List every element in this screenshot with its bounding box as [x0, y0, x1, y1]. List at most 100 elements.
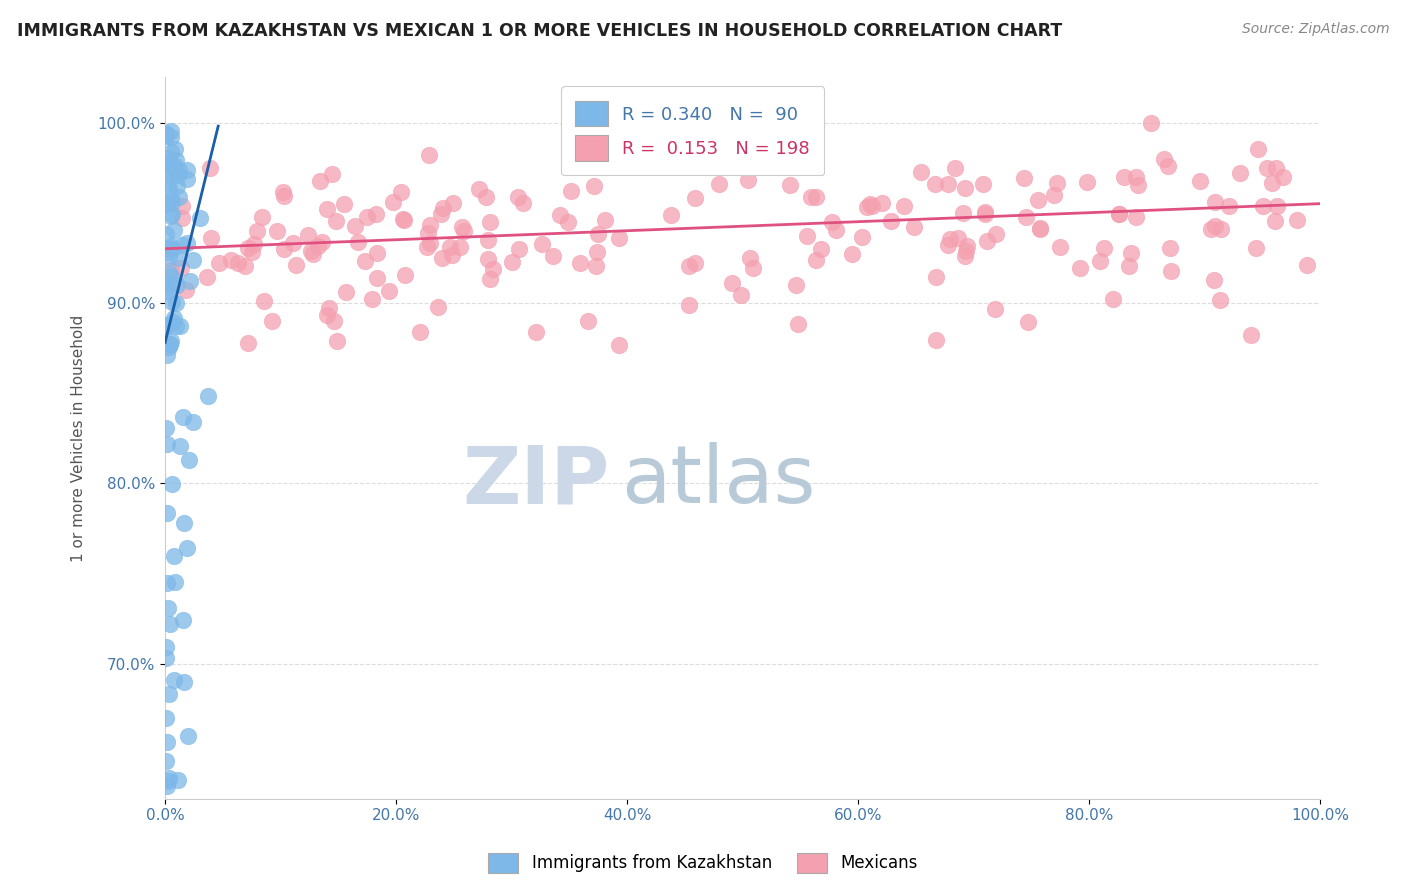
Point	[737, 173, 759, 187]
Point	[170, 260, 193, 275]
Point	[569, 255, 592, 269]
Point	[430, 207, 453, 221]
Point	[156, 318, 179, 332]
Point	[974, 207, 997, 221]
Point	[1069, 261, 1091, 276]
Point	[1204, 219, 1226, 234]
Point	[335, 285, 357, 299]
Point	[157, 250, 180, 264]
Point	[973, 204, 995, 219]
Point	[284, 258, 307, 272]
Point	[659, 208, 682, 222]
Point	[156, 773, 179, 788]
Point	[157, 285, 180, 299]
Point	[557, 215, 579, 229]
Point	[160, 207, 183, 221]
Point	[820, 215, 842, 229]
Point	[155, 640, 177, 654]
Point	[1017, 315, 1039, 329]
Point	[281, 235, 304, 250]
Point	[1189, 174, 1212, 188]
Point	[236, 335, 259, 350]
Point	[440, 248, 463, 262]
Point	[159, 241, 181, 255]
Point	[612, 121, 634, 136]
Text: atlas: atlas	[621, 442, 815, 520]
Point	[163, 160, 186, 174]
Point	[238, 241, 260, 255]
Point	[297, 228, 319, 243]
Text: IMMIGRANTS FROM KAZAKHSTAN VS MEXICAN 1 OR MORE VEHICLES IN HOUSEHOLD CORRELATIO: IMMIGRANTS FROM KAZAKHSTAN VS MEXICAN 1 …	[17, 22, 1062, 40]
Point	[246, 223, 269, 237]
Point	[165, 153, 187, 167]
Point	[176, 171, 198, 186]
Y-axis label: 1 or more Vehicles in Household: 1 or more Vehicles in Household	[72, 315, 86, 562]
Point	[948, 231, 970, 245]
Point	[157, 266, 180, 280]
Point	[155, 129, 177, 144]
Point	[170, 238, 193, 252]
Point	[1102, 293, 1125, 307]
Point	[800, 190, 823, 204]
Point	[893, 199, 915, 213]
Point	[1244, 241, 1267, 255]
Point	[477, 252, 499, 266]
Point	[273, 189, 295, 203]
Point	[1265, 199, 1288, 213]
Point	[165, 318, 187, 333]
Point	[1209, 222, 1232, 236]
Point	[163, 549, 186, 563]
Point	[804, 118, 827, 132]
Point	[477, 233, 499, 247]
Point	[167, 190, 190, 204]
Point	[475, 189, 498, 203]
Point	[166, 252, 188, 266]
Point	[524, 325, 547, 339]
Point	[742, 261, 765, 276]
Point	[720, 276, 742, 290]
Point	[208, 256, 231, 270]
Point	[159, 337, 181, 351]
Point	[159, 337, 181, 351]
Point	[956, 239, 979, 253]
Point	[346, 235, 368, 250]
Point	[157, 195, 180, 210]
Point	[155, 711, 177, 725]
Point	[512, 196, 534, 211]
Point	[1049, 240, 1071, 254]
Point	[160, 294, 183, 309]
Point	[560, 185, 582, 199]
Point	[586, 245, 609, 260]
Point	[160, 145, 183, 159]
Point	[160, 124, 183, 138]
Point	[804, 253, 827, 268]
Point	[1271, 169, 1294, 184]
Point	[1118, 260, 1140, 274]
Point	[325, 214, 347, 228]
Point	[943, 161, 966, 175]
Point	[165, 142, 187, 156]
Point	[392, 212, 415, 227]
Point	[709, 177, 731, 191]
Point	[416, 226, 439, 240]
Point	[172, 199, 194, 213]
Point	[441, 196, 464, 211]
Point	[394, 268, 416, 282]
Point	[188, 211, 211, 225]
Point	[155, 319, 177, 334]
Point	[160, 239, 183, 253]
Point	[156, 162, 179, 177]
Point	[381, 195, 404, 210]
Point	[1139, 115, 1161, 129]
Point	[1119, 246, 1142, 260]
Point	[166, 179, 188, 194]
Point	[167, 163, 190, 178]
Point	[366, 271, 388, 285]
Point	[841, 247, 863, 261]
Point	[953, 181, 976, 195]
Point	[1153, 152, 1175, 166]
Point	[1088, 253, 1111, 268]
Point	[851, 230, 873, 244]
Point	[607, 230, 630, 244]
Point	[582, 178, 605, 193]
